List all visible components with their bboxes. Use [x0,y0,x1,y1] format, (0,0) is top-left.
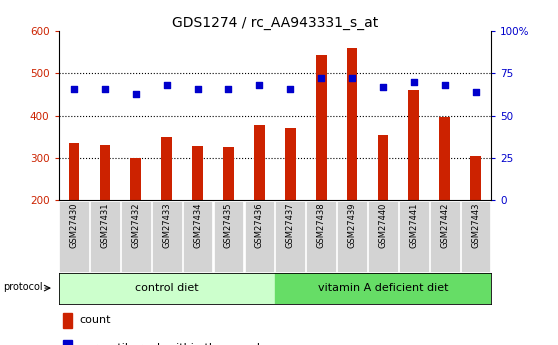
Bar [254,125,265,200]
Text: GSM27437: GSM27437 [286,202,295,248]
Bar [316,55,326,200]
Bar [59,273,275,304]
Bar [223,147,234,200]
Point [100,86,109,91]
Point [193,86,202,91]
FancyBboxPatch shape [337,201,367,272]
Text: GSM27432: GSM27432 [131,202,140,248]
Text: GSM27442: GSM27442 [440,202,449,248]
Text: GSM27430: GSM27430 [70,202,79,248]
Bar [131,158,141,200]
FancyBboxPatch shape [152,201,181,272]
Text: GSM27433: GSM27433 [162,202,171,248]
FancyBboxPatch shape [90,201,120,272]
FancyBboxPatch shape [121,201,151,272]
Point [255,82,264,88]
Text: protocol: protocol [3,282,42,292]
FancyBboxPatch shape [59,201,89,272]
Bar [275,273,491,304]
FancyBboxPatch shape [214,201,243,272]
FancyBboxPatch shape [399,201,429,272]
Bar [408,90,419,200]
Point [317,76,326,81]
Point [286,86,295,91]
Text: control diet: control diet [135,283,199,293]
Text: GSM27438: GSM27438 [316,202,326,248]
Text: count: count [79,315,111,325]
Point [440,82,449,88]
Text: GSM27439: GSM27439 [348,202,357,248]
Text: GSM27431: GSM27431 [100,202,109,248]
Text: GSM27436: GSM27436 [255,202,264,248]
Point [410,79,418,85]
FancyBboxPatch shape [461,201,490,272]
FancyBboxPatch shape [306,201,336,272]
Text: GSM27443: GSM27443 [471,202,480,248]
Point [471,89,480,95]
Text: GSM27441: GSM27441 [410,202,418,248]
Bar [99,145,110,200]
Bar [347,48,358,200]
Text: percentile rank within the sample: percentile rank within the sample [79,343,267,345]
FancyBboxPatch shape [183,201,213,272]
Point [162,82,171,88]
Point [131,91,140,96]
Text: GSM27440: GSM27440 [378,202,387,248]
Point [348,76,357,81]
Point [70,86,79,91]
Bar [285,128,296,200]
Bar [161,137,172,200]
Title: GDS1274 / rc_AA943331_s_at: GDS1274 / rc_AA943331_s_at [172,16,378,30]
FancyBboxPatch shape [276,201,305,272]
Bar [63,313,73,328]
Text: GSM27434: GSM27434 [193,202,202,248]
FancyBboxPatch shape [368,201,398,272]
Bar [378,136,388,200]
Text: GSM27435: GSM27435 [224,202,233,248]
FancyBboxPatch shape [244,201,274,272]
Bar [439,117,450,200]
FancyBboxPatch shape [430,201,460,272]
Bar [192,146,203,200]
Bar [63,340,73,345]
Bar [470,156,481,200]
Bar [69,143,79,200]
Point [224,86,233,91]
Text: vitamin A deficient diet: vitamin A deficient diet [318,283,448,293]
Point [378,84,387,90]
